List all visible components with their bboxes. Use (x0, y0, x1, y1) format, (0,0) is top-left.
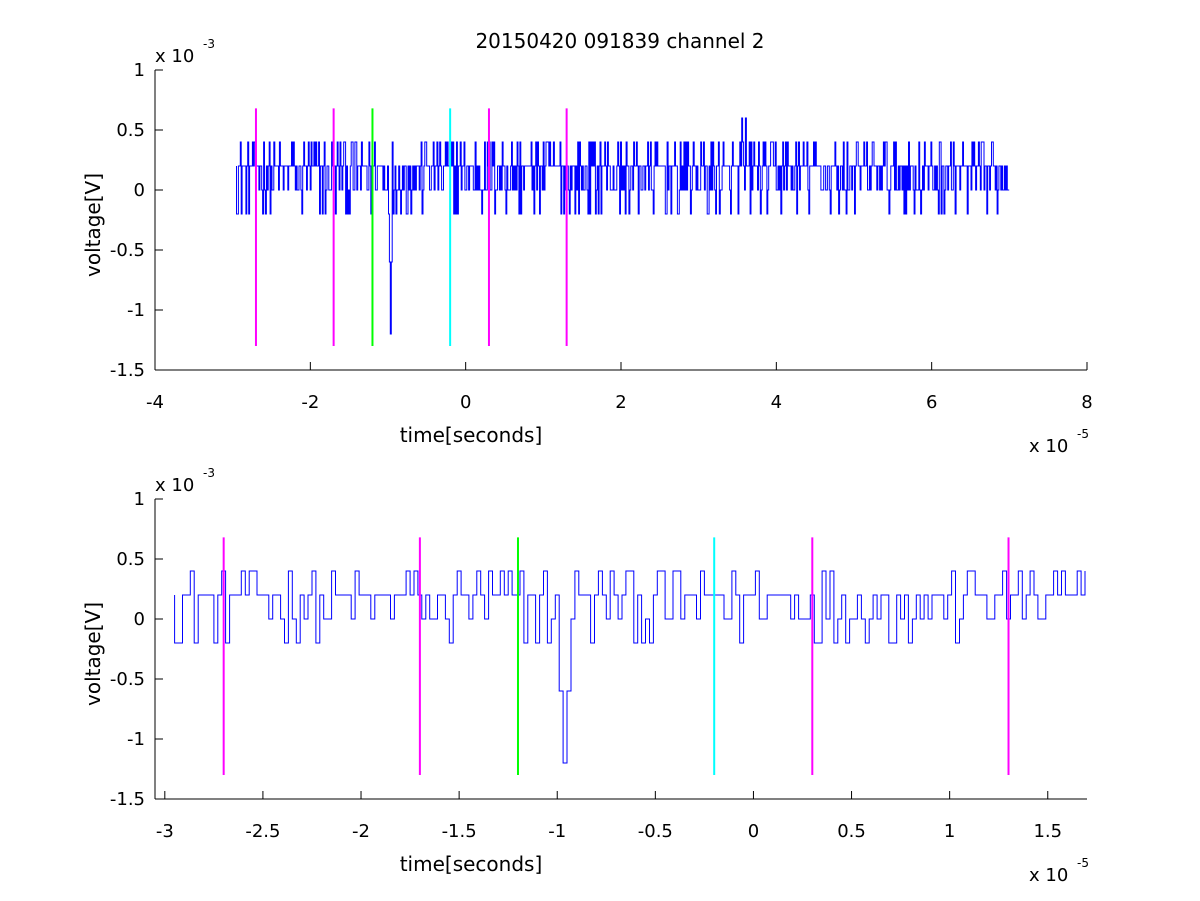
x-axis-label: time[seconds] (400, 423, 543, 447)
x-exponent-power: -5 (1077, 856, 1089, 870)
y-tick-label: 0.5 (116, 549, 145, 570)
x-exponent-label: x 10 (1029, 436, 1068, 457)
x-tick-label: 1.5 (1033, 821, 1062, 842)
y-tick-label: -1 (127, 729, 145, 750)
y-tick-label: -1.5 (110, 360, 145, 381)
x-tick-label: 1 (944, 821, 955, 842)
x-tick-label: 6 (926, 392, 937, 413)
y-tick-label: 1 (134, 60, 145, 81)
y-exponent-power: -3 (203, 466, 215, 480)
x-tick-label: 4 (771, 392, 782, 413)
y-exponent-power: -3 (203, 37, 215, 51)
y-tick-label: -1 (127, 300, 145, 321)
y-tick-label: 0 (134, 180, 145, 201)
signal-line (236, 117, 1010, 335)
chart-title: 20150420 091839 channel 2 (475, 29, 764, 53)
y-exponent-label: x 10 (155, 475, 194, 496)
x-tick-label: -2.5 (245, 821, 280, 842)
x-tick-label: -0.5 (638, 821, 673, 842)
x-tick-label: -1.5 (442, 821, 477, 842)
bottom-plot: -1.5 -1 -0.5 0 0.5 1 -3 -2.5 -2 -1.5 -1 -0.5 0 0.5 1 1.… (81, 466, 1089, 886)
x-tick-label: -3 (156, 821, 174, 842)
y-axis-label: voltage[V] (81, 173, 105, 277)
top-plot: -1.5 -1 -0.5 0 0.5 1 -4 -2 0 2 4 6 8 time[seconds] vol… (81, 37, 1093, 457)
y-tick-label: -1.5 (110, 789, 145, 810)
y-axis-label: voltage[V] (81, 602, 105, 706)
x-tick-label: -2 (352, 821, 370, 842)
x-tick-label: 0 (460, 392, 471, 413)
x-tick-label: 0 (748, 821, 759, 842)
x-tick-label: 2 (615, 392, 626, 413)
x-exponent-label: x 10 (1029, 865, 1068, 886)
x-tick-label: 8 (1081, 392, 1092, 413)
x-axis-label: time[seconds] (400, 852, 543, 876)
x-tick-label: -2 (301, 392, 319, 413)
y-tick-label: -0.5 (110, 240, 145, 261)
x-exponent-power: -5 (1077, 427, 1089, 441)
y-tick-label: 1 (134, 489, 145, 510)
x-tick-label: 0.5 (837, 821, 866, 842)
x-tick-label: -1 (548, 821, 566, 842)
y-exponent-label: x 10 (155, 46, 194, 67)
y-tick-label: -0.5 (110, 669, 145, 690)
signal-line (174, 570, 1086, 764)
x-tick-label: -4 (146, 392, 164, 413)
y-tick-label: 0.5 (116, 120, 145, 141)
y-tick-label: 0 (134, 609, 145, 630)
